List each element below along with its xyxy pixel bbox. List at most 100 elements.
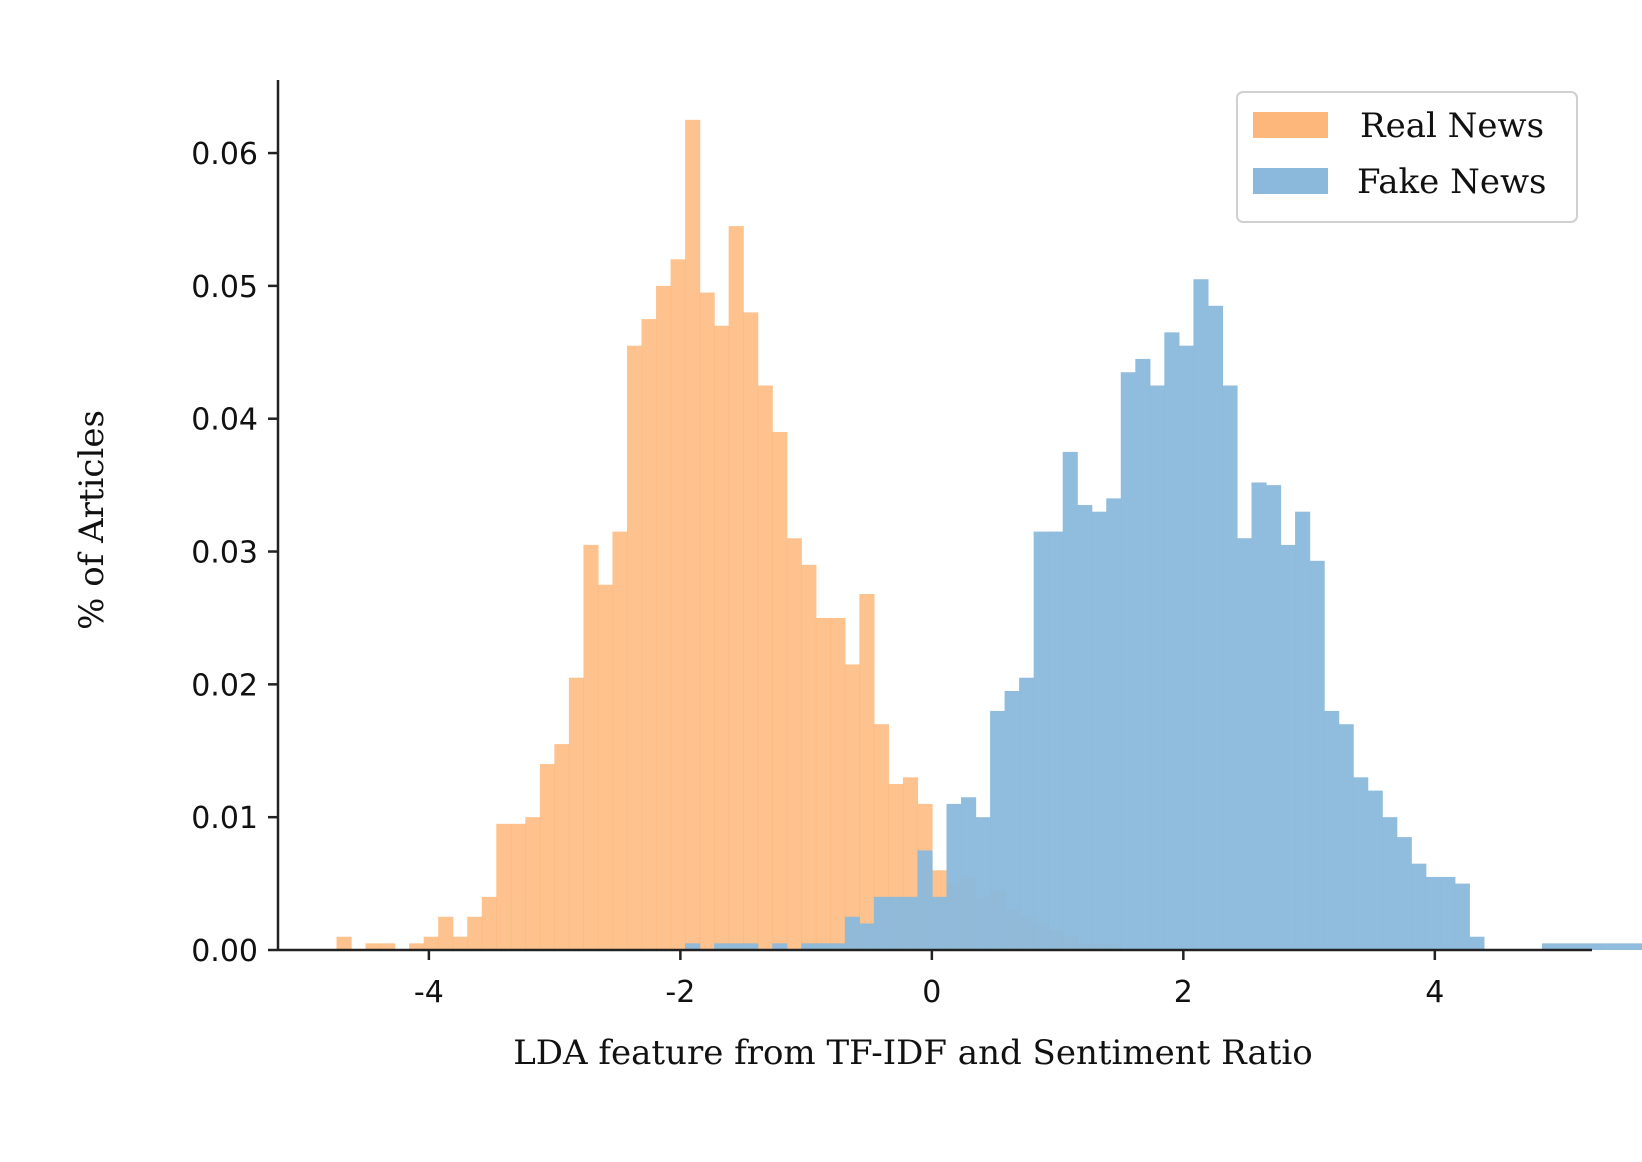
real-news-bar [656, 285, 672, 950]
real-news-bar [757, 385, 773, 950]
real-news-bar [844, 664, 860, 950]
real-news-bar [568, 677, 585, 950]
y-tick-label: 0.01 [191, 801, 258, 836]
fake-news-bar [1207, 305, 1224, 950]
fake-news-bar [1411, 863, 1427, 950]
fake-news-bar [1222, 385, 1238, 950]
legend-label-fake-news: Fake News [1357, 162, 1547, 202]
fake-news-bar [902, 896, 919, 950]
x-axis-title: LDA feature from TF-IDF and Sentiment Ra… [513, 1033, 1313, 1073]
legend-swatch-real-news [1253, 112, 1328, 138]
real-news-bar [496, 823, 512, 950]
real-news-bar [510, 823, 526, 950]
real-news-bar [336, 936, 352, 950]
fake-news-bar [975, 817, 991, 950]
fake-news-bar [1571, 943, 1587, 950]
fake-news-bar [1135, 358, 1151, 950]
fake-news-bar [1585, 943, 1601, 950]
fake-news-bar [1353, 777, 1369, 950]
fake-news-bar [1556, 943, 1572, 950]
fake-news-bar [990, 710, 1006, 950]
fake-news-bar [815, 943, 831, 950]
fake-news-bar [1193, 279, 1209, 950]
real-news-bar [815, 617, 831, 950]
real-news-bars [336, 119, 1122, 951]
y-tick-label: 0.06 [191, 137, 258, 172]
fake-news-bar [1295, 511, 1311, 950]
fake-news-bar [859, 923, 875, 950]
fake-news-bar [961, 797, 977, 950]
fake-news-bar [1338, 724, 1354, 950]
fake-news-bar [1120, 372, 1136, 951]
y-axis-title: % of Articles [72, 410, 112, 630]
real-news-bar [772, 431, 788, 951]
fake-news-bar [1164, 332, 1180, 950]
fake-news-bar [714, 943, 730, 950]
real-news-bar [714, 325, 730, 951]
fake-news-bar [1454, 883, 1470, 950]
real-news-bar [670, 259, 686, 950]
fake-news-bar [1324, 710, 1340, 950]
legend-label-real-news: Real News [1360, 106, 1544, 146]
y-tick-label: 0.00 [191, 934, 258, 969]
real-news-bar [801, 564, 817, 950]
fake-news-bar [728, 943, 744, 950]
fake-news-bar [1062, 451, 1078, 950]
real-news-bar [728, 226, 744, 951]
fake-news-bar [1033, 531, 1049, 950]
fake-news-bar [1469, 936, 1485, 950]
fake-news-bar [743, 943, 759, 950]
x-tick-label: 2 [1174, 975, 1193, 1010]
fake-news-bar [946, 803, 962, 950]
real-news-bar [438, 916, 454, 950]
real-news-bar [641, 319, 657, 951]
x-axis-ticks: -4 -2 0 2 4 [414, 950, 1444, 1010]
real-news-bar [554, 744, 570, 950]
real-news-bar [583, 544, 599, 950]
fake-news-bar [888, 896, 904, 950]
fake-news-bar [685, 943, 701, 950]
y-tick-label: 0.03 [191, 536, 258, 571]
real-news-bar [365, 943, 381, 950]
fake-news-bar [1541, 943, 1558, 950]
fake-news-bar [1178, 345, 1194, 950]
x-tick-label: 0 [922, 975, 941, 1010]
fake-news-bar [1382, 817, 1398, 950]
fake-news-bar [1236, 538, 1253, 950]
fake-news-bar [1309, 560, 1325, 950]
legend: Real News Fake News [1236, 91, 1578, 223]
real-news-bar [830, 617, 846, 950]
axes [276, 80, 1592, 952]
fake-news-bar [1004, 690, 1020, 950]
y-tick-label: 0.02 [191, 668, 258, 703]
real-news-bar [786, 538, 802, 950]
fake-news-bar [1149, 385, 1165, 950]
legend-swatch-fake-news [1253, 168, 1328, 194]
fake-news-bars [685, 279, 1642, 951]
fake-news-bar [1077, 505, 1093, 950]
fake-news-bar [801, 943, 817, 950]
y-tick-label: 0.04 [191, 403, 258, 438]
fake-news-bar [772, 943, 788, 950]
y-tick-label: 0.05 [191, 270, 258, 305]
fake-news-bar [1614, 943, 1630, 950]
real-news-bar [859, 594, 875, 950]
fake-news-bar [1251, 482, 1267, 950]
fake-news-bar [1280, 544, 1296, 950]
real-news-bar [873, 724, 890, 950]
real-news-bar [409, 943, 425, 950]
real-news-bar [452, 936, 468, 950]
real-news-bar [685, 119, 701, 951]
real-news-bar [467, 916, 483, 950]
fake-news-bar [1091, 511, 1107, 950]
fake-news-bar [1367, 790, 1383, 950]
real-news-bar [423, 936, 439, 950]
fake-news-bar [931, 896, 948, 950]
fake-news-bar [1048, 531, 1064, 950]
real-news-bar [597, 584, 614, 950]
real-news-bar [743, 312, 759, 950]
fake-news-bar [1396, 837, 1412, 950]
real-news-bar [627, 345, 643, 950]
y-axis-ticks: 0.00 0.01 0.02 0.03 0.04 0.05 0.06 [191, 137, 278, 969]
